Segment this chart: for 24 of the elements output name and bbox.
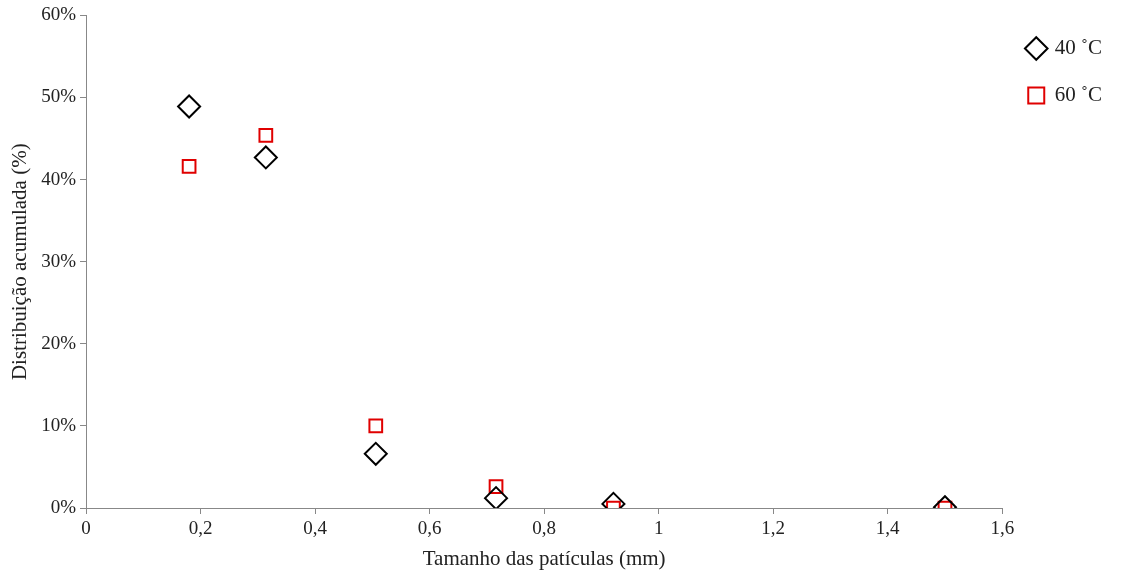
x-tick-label: 0,8	[532, 517, 557, 539]
y-tick-label: 20%	[41, 331, 77, 353]
x-tick-label: 0,6	[417, 517, 442, 539]
x-tick-label: 1,2	[761, 517, 786, 539]
y-tick-label: 10%	[41, 413, 77, 435]
point	[253, 145, 278, 170]
point	[177, 94, 202, 119]
legend-label: 60 ˚C	[1054, 82, 1102, 107]
y-tick-label: 0%	[50, 495, 77, 517]
x-tick-label: 0,4	[303, 517, 328, 539]
y-tick-label: 60%	[41, 3, 77, 25]
x-axis-title: Tamanho das patículas (mm)	[422, 545, 666, 570]
y-tick-label: 40%	[41, 167, 77, 189]
legend-label: 40 ˚C	[1054, 35, 1102, 60]
x-tick-label: 1,4	[875, 517, 901, 539]
x-tick-label: 1,6	[990, 517, 1015, 539]
x-tick-label: 0,2	[188, 517, 213, 539]
point	[258, 127, 274, 143]
y-axis-title: Distribuição acumulada (%)	[7, 143, 32, 381]
y-tick-label: 50%	[41, 85, 77, 107]
x-tick-label: 0	[81, 517, 91, 539]
y-tick-label: 30%	[41, 249, 77, 271]
point	[181, 159, 197, 174]
x-tick-label: 1	[653, 517, 664, 539]
